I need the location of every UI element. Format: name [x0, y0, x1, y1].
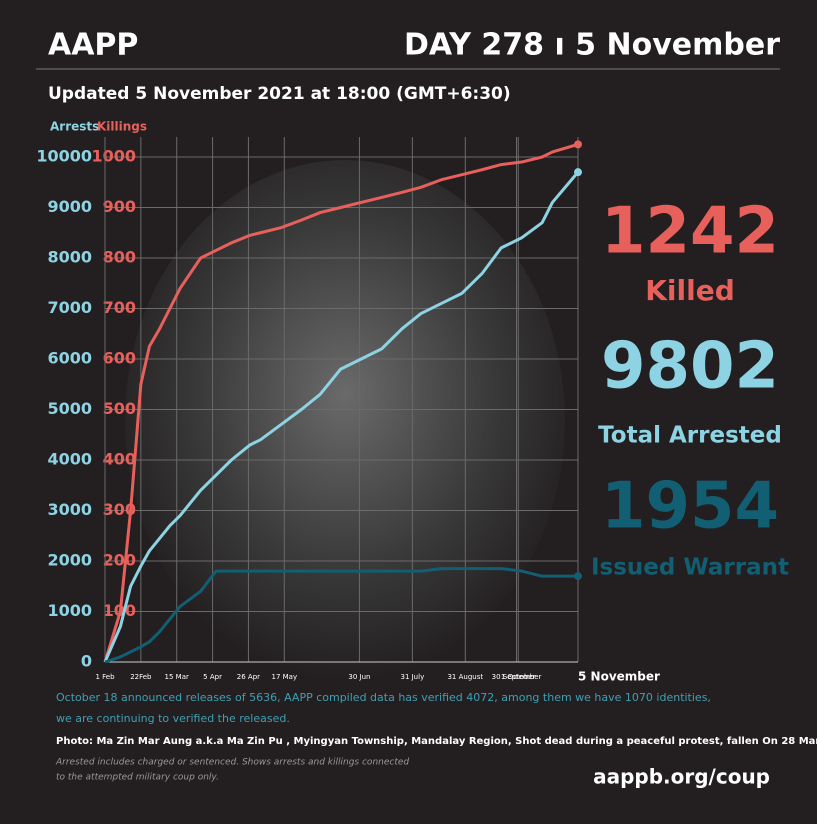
series-line	[103, 142, 579, 663]
x-tick-label: 31 July	[400, 673, 424, 681]
y-tick-label: 1000	[47, 601, 92, 620]
stats: 1242 Killed 9802 Total Arrested 1954 Issued W…	[591, 195, 789, 581]
x-tick-label: 22Feb	[130, 673, 152, 681]
y-tick-label: 0	[81, 652, 92, 671]
plot: 0 1000 2000 3000 4000 5000 6000 7000 8000 9000 100…	[36, 137, 660, 684]
y-tick-label: 9000	[47, 197, 92, 216]
end-point	[574, 572, 582, 581]
photo-backdrop	[125, 160, 565, 680]
end-point	[574, 140, 582, 149]
y2-tick-label: 600	[103, 349, 136, 368]
disclaimer: to the attempted military coup only.	[56, 773, 219, 783]
x-tick-label: 30 Jun	[348, 673, 370, 681]
series-line	[104, 567, 578, 664]
photo-caption: Photo: Ma Zin Mar Aung a.k.a Ma Zin Pu ,…	[56, 736, 817, 747]
y2-tick-label: 1000	[91, 147, 136, 166]
x-tick-label: 31 August	[447, 673, 483, 681]
day-title: DAY 278 ı 5 November	[404, 28, 780, 63]
y-tick-label: 5000	[47, 399, 92, 418]
y-tick-label: 8000	[47, 248, 92, 267]
stat-value: 1242	[601, 195, 779, 269]
stat-value: 9802	[601, 330, 779, 404]
y2-tick-label: 900	[103, 197, 136, 216]
x-tick-label: 30 September	[492, 673, 542, 681]
y2-axis-label: Killings	[97, 120, 147, 134]
y2-tick-label: 500	[103, 399, 136, 418]
brand: AAPP	[48, 28, 138, 63]
y-axis-label: Arrests	[50, 120, 99, 134]
y2-tick-label: 800	[103, 248, 136, 267]
x-tick-label: 15 Mar	[165, 673, 189, 681]
end-point	[574, 168, 582, 177]
y-tick-label: 6000	[47, 349, 92, 368]
x-tick-label: 1 Feb	[95, 673, 115, 681]
y2-tick-label: 400	[103, 450, 136, 469]
y-tick-label: 10000	[36, 147, 92, 166]
y-tick-label: 7000	[47, 298, 92, 317]
x-tick-label: 1 October	[501, 673, 536, 681]
updated: Updated 5 November 2021 at 18:00 (GMT+6:…	[48, 84, 511, 104]
url: aappb.org/coup	[593, 765, 770, 789]
x-tick-label: 5 November	[578, 670, 660, 684]
disclaimer: Arrested includes charged or sentenced. …	[55, 758, 409, 768]
x-tick-label: 26 Apr	[237, 673, 260, 681]
y2-tick-label: 300	[103, 500, 136, 519]
y-tick-label: 3000	[47, 500, 92, 519]
note: we are continuing to verified the releas…	[56, 712, 290, 725]
x-tick-label: 5 Apr	[203, 673, 222, 681]
y2-tick-label: 200	[103, 551, 136, 570]
y2-tick-label: 700	[103, 298, 136, 317]
y-tick-label: 4000	[47, 450, 92, 469]
stat-label: Issued Warrant	[591, 555, 789, 581]
x-tick-label: 17 May	[271, 673, 297, 681]
series-line	[103, 171, 580, 663]
stat-value: 1954	[601, 470, 779, 544]
stat-label: Total Arrested	[598, 423, 782, 449]
stat-label: Killed	[645, 274, 735, 307]
y-tick-label: 2000	[47, 551, 92, 570]
note: October 18 announced releases of 5636, A…	[56, 691, 711, 704]
